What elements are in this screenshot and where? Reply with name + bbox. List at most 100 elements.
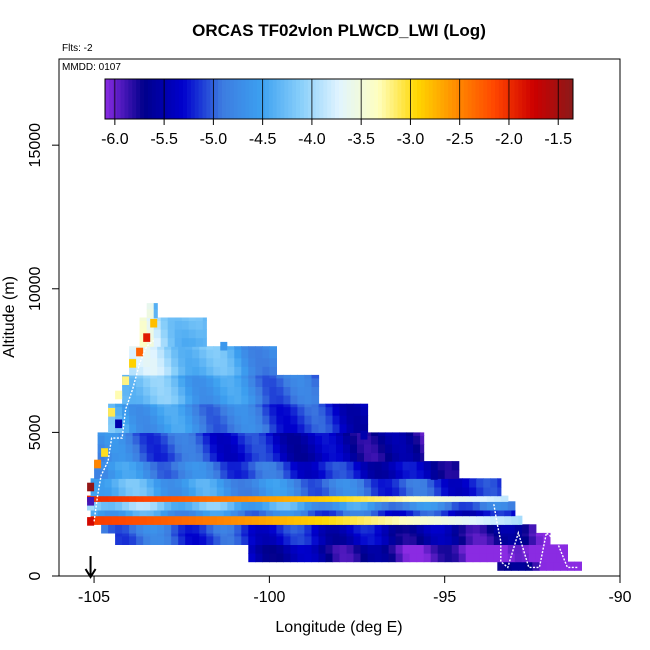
heatmap-cell <box>213 357 221 367</box>
heatmap-cell <box>451 553 460 563</box>
heatmap-cell <box>223 487 232 497</box>
heatmap-cell <box>469 515 477 525</box>
heatmap-cell <box>178 349 186 359</box>
heatmap-cell <box>556 544 565 554</box>
heatmap-cell <box>318 553 327 563</box>
heatmap-cell <box>192 469 200 479</box>
heatmap-cell <box>195 337 204 347</box>
heatmap-cell <box>206 349 214 359</box>
heatmap-cell <box>227 532 235 537</box>
heatmap-cell <box>286 435 295 445</box>
heatmap-cell <box>220 495 228 502</box>
heatmap-cell <box>199 366 207 376</box>
heatmap-cell <box>171 501 179 511</box>
heatmap-cell <box>167 487 176 497</box>
heatmap-cell <box>262 495 270 502</box>
heatmap-cell <box>104 478 113 488</box>
heatmap-cell <box>143 501 151 511</box>
heatmap-cell <box>381 532 390 537</box>
heatmap-cell <box>472 524 481 534</box>
heatmap-cell <box>322 452 330 462</box>
heatmap-cell <box>115 469 123 479</box>
heatmap-cell <box>283 524 291 534</box>
heatmap-cell <box>195 443 204 454</box>
heatmap-cell <box>353 469 362 479</box>
colorbar-swatch <box>214 79 219 119</box>
heatmap-cell <box>209 515 218 525</box>
heatmap-cell <box>507 535 516 545</box>
heatmap-cell <box>465 535 474 545</box>
colorbar-ticks: -6.0 -5.5 -5.0 -4.5 -4.0 -3.5 -3.0 -2.5 -2.0 -1.5 <box>101 119 572 148</box>
heatmap-cell <box>322 432 330 436</box>
heatmap-cell <box>94 495 102 502</box>
heatmap-cell <box>511 515 519 525</box>
heatmap-cell <box>146 487 155 497</box>
heatmap-cell <box>97 432 106 436</box>
heatmap-cell <box>234 535 242 545</box>
heatmap-cell <box>244 432 253 436</box>
heatmap-cell <box>185 501 193 511</box>
heatmap-cell <box>297 415 305 425</box>
heatmap-cell <box>223 478 232 488</box>
heatmap-cell <box>500 524 509 534</box>
heatmap-cell <box>360 461 369 471</box>
heatmap-cell <box>283 469 291 479</box>
heatmap-cell <box>385 432 393 436</box>
heatmap-cell <box>423 535 432 545</box>
colorbar-swatch <box>405 79 410 119</box>
heatmap-cell <box>167 317 176 321</box>
heatmap-cell <box>307 432 316 436</box>
colorbar-swatch <box>440 79 445 119</box>
colorbar-swatch <box>307 79 313 119</box>
heatmap-cell <box>262 377 270 387</box>
colorbar-swatch <box>198 79 203 119</box>
colorbar-swatch <box>225 79 231 119</box>
heatmap-cell <box>420 509 428 517</box>
heatmap-cell <box>430 524 439 534</box>
heatmap-cell <box>174 509 183 517</box>
heatmap-cell <box>192 374 200 379</box>
heatmap-cell <box>304 423 312 433</box>
heatmap-cell <box>395 495 404 502</box>
heatmap-cell <box>164 377 172 387</box>
heatmap-cell <box>188 432 197 436</box>
heatmap-cell <box>262 469 270 479</box>
heatmap-cell <box>248 423 256 433</box>
heatmap-cell <box>220 532 228 537</box>
heatmap-cell <box>220 366 228 376</box>
heatmap-cell <box>104 443 113 454</box>
heatmap-cell <box>283 377 291 387</box>
heatmap-cell <box>262 423 270 433</box>
colorbar-swatch <box>350 79 356 119</box>
heatmap-cell <box>164 524 172 534</box>
heatmap-cell <box>290 535 298 545</box>
heatmap-cell <box>241 366 249 376</box>
heatmap-cell <box>528 535 537 545</box>
heatmap-cell <box>300 487 309 497</box>
heatmap-cell <box>181 317 190 321</box>
heatmap-cell <box>283 415 291 425</box>
heatmap-cell <box>230 478 239 488</box>
heatmap-cell <box>97 509 106 517</box>
heatmap-cell <box>181 452 190 462</box>
heatmap-cell <box>143 535 151 545</box>
x-tick-label: -90 <box>608 589 631 606</box>
heatmap-cell <box>374 461 383 471</box>
x-axis: -105 -100 -95 -90 <box>78 576 632 606</box>
heatmap-cell <box>150 395 158 405</box>
heatmap-cell <box>535 553 544 563</box>
heatmap-cell <box>153 303 158 310</box>
highlight-cell <box>220 341 228 351</box>
heatmap-cell <box>171 395 179 405</box>
heatmap-cell <box>427 515 435 525</box>
heatmap-cell <box>385 509 393 517</box>
heatmap-cell <box>164 357 172 367</box>
heatmap-cell <box>108 403 116 408</box>
heatmap-cell <box>118 435 127 445</box>
heatmap-cell <box>192 406 200 416</box>
colorbar-swatch <box>354 79 359 119</box>
heatmap-cell <box>325 553 334 563</box>
heatmap-cell <box>104 452 113 462</box>
highlight-cell <box>150 318 158 328</box>
heatmap-cell <box>448 487 456 497</box>
